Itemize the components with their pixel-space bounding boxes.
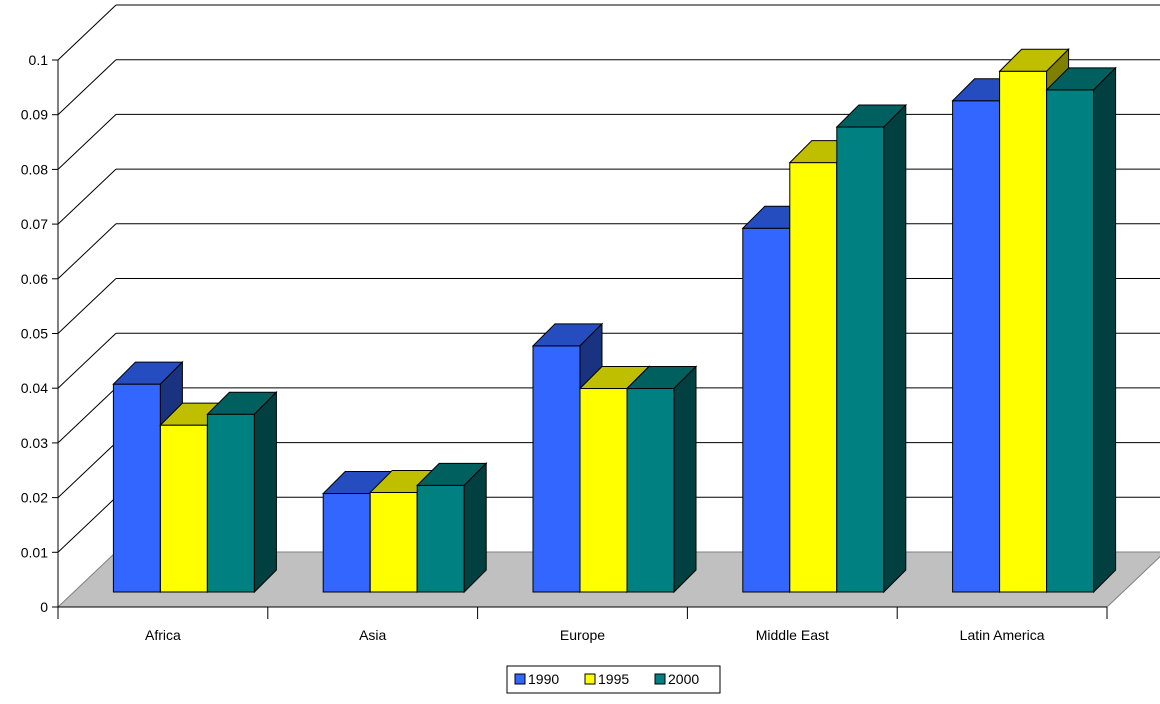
y-tick-label: 0.1: [29, 52, 49, 68]
x-tick-label: Latin America: [960, 627, 1045, 643]
bar-latin-america-2000: [1045, 66, 1117, 594]
bar-front-face: [369, 491, 418, 593]
bar-europe-2000: [625, 365, 698, 594]
bar-front-face: [626, 388, 675, 593]
x-tick-label: Asia: [359, 627, 386, 643]
bar-side-face: [463, 462, 487, 594]
bar-front-face: [952, 100, 1001, 593]
bars: [112, 48, 1117, 594]
bar-front-face: [206, 413, 255, 593]
y-tick-label: 0.04: [21, 380, 48, 396]
gridline-side: [57, 168, 117, 225]
bar-front-face: [999, 70, 1048, 593]
y-tick-label: 0.01: [21, 544, 48, 560]
y-tick-label: 0.08: [21, 161, 48, 177]
legend-label-1990: 1990: [528, 671, 559, 687]
bar-asia-2000: [415, 462, 488, 594]
gridline-side: [57, 442, 117, 498]
y-tick-label: 0.07: [21, 216, 48, 232]
gridline-side: [57, 278, 117, 334]
bar-front-face: [112, 383, 161, 593]
bar-side-face: [673, 365, 697, 594]
bar-front-face: [416, 484, 465, 593]
bar-front-face: [532, 345, 581, 593]
gridline-side: [57, 496, 117, 553]
bar-front-face: [742, 227, 791, 593]
bar-side-face: [1093, 66, 1117, 594]
legend-swatch-1990: [514, 673, 526, 685]
bar-side-face: [253, 391, 277, 594]
gridline-side: [57, 114, 117, 170]
legend-label-1995: 1995: [598, 671, 629, 687]
bar-front-face: [789, 162, 838, 593]
bar-front-face: [579, 388, 628, 593]
x-axis: Africa Asia Europe Middle East Latin America: [57, 606, 1108, 643]
y-tick-label: 0.05: [21, 326, 48, 342]
x-tick-label: Europe: [560, 627, 605, 643]
y-axis: 0 0.01 0.02 0.03 0.04 0.05 0.06 0.07 0.08 0.09 0.1: [21, 52, 59, 615]
bar-front-face: [322, 493, 371, 593]
legend-swatch-1995: [584, 673, 596, 685]
x-tick-label: Middle East: [756, 627, 829, 643]
y-tick-label: 0.02: [21, 490, 48, 506]
bar-front-face: [1046, 89, 1095, 593]
legend-label-2000: 2000: [668, 671, 699, 687]
gridline-side: [57, 59, 117, 116]
gridline-side: [57, 387, 117, 444]
legend-box: [506, 665, 721, 694]
y-tick-label: 0.06: [21, 271, 48, 287]
legend: 1990 1995 2000: [506, 665, 721, 694]
bar-africa-2000: [206, 391, 278, 594]
x-tick-label: Africa: [145, 627, 181, 643]
y-tick-label: 0: [40, 599, 48, 615]
legend-swatch-2000: [654, 673, 666, 685]
y-tick-label: 0.03: [21, 435, 48, 451]
gridline-side: [57, 223, 117, 280]
bar-front-face: [159, 424, 208, 593]
bar-front-face: [836, 126, 885, 593]
gridline-side: [57, 4, 117, 61]
bar-middle-east-2000: [835, 103, 908, 594]
gridline-side: [57, 332, 117, 389]
bar-side-face: [883, 103, 907, 594]
y-tick-label: 0.09: [21, 107, 48, 123]
